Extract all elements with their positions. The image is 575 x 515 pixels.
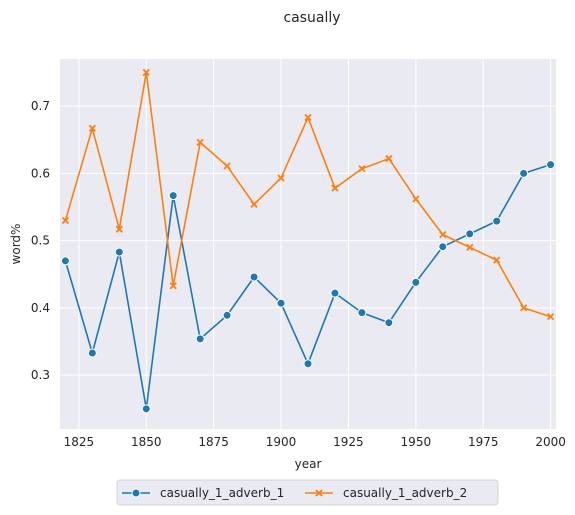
data-point — [493, 256, 501, 264]
legend: casually_1_adverb_1 casually_1_adverb_2 — [116, 479, 499, 506]
data-point — [519, 168, 529, 178]
x-axis-label: year — [295, 457, 322, 471]
y-tick-label: 0.6 — [31, 166, 50, 180]
legend-label: casually_1_adverb_1 — [160, 486, 284, 500]
y-axis-label: word% — [9, 224, 23, 265]
data-point — [439, 230, 447, 239]
data-point — [304, 113, 312, 122]
data-point — [411, 277, 421, 287]
data-point — [169, 282, 177, 290]
x-tick-label: 1850 — [131, 435, 162, 449]
data-point — [466, 243, 474, 252]
data-point — [358, 165, 366, 173]
data-point — [60, 256, 70, 266]
data-point — [61, 216, 70, 225]
x-tick-label: 1975 — [468, 435, 499, 449]
data-point — [546, 313, 555, 321]
data-point — [141, 404, 151, 414]
data-point — [277, 174, 285, 182]
x-tick-label: 1900 — [266, 435, 297, 449]
data-point — [249, 272, 259, 282]
data-point — [142, 68, 150, 77]
y-axis: 0.3 0.4 0.5 0.6 0.7 — [31, 99, 50, 382]
y-tick-label: 0.5 — [31, 234, 50, 248]
series-layer — [60, 68, 556, 414]
data-point — [168, 191, 178, 201]
data-point — [223, 162, 231, 170]
legend-label: casually_1_adverb_2 — [343, 486, 467, 500]
x-axis: 1825 1850 1875 1900 1925 1950 1975 2000 — [64, 435, 566, 449]
data-point — [546, 160, 556, 170]
data-point — [276, 298, 286, 308]
data-point — [357, 308, 367, 318]
x-tick-label: 1875 — [198, 435, 229, 449]
x-tick-label: 1825 — [64, 435, 95, 449]
x-tick-label: 2000 — [535, 435, 566, 449]
data-point — [114, 247, 124, 257]
data-point — [222, 310, 232, 320]
data-point — [196, 138, 204, 147]
data-point — [384, 318, 394, 328]
data-point — [412, 195, 420, 203]
data-point — [330, 288, 340, 298]
plot-area — [60, 59, 556, 429]
grid — [60, 59, 556, 429]
x-tick-label: 1925 — [333, 435, 364, 449]
data-point — [520, 304, 528, 312]
legend-marker — [315, 489, 323, 497]
data-point — [87, 348, 97, 358]
data-point — [303, 359, 313, 369]
data-point — [465, 229, 475, 239]
legend-marker — [131, 488, 141, 498]
x-tick-label: 1950 — [401, 435, 432, 449]
data-point — [385, 154, 393, 163]
data-point — [88, 124, 96, 132]
chart-title: casually — [283, 10, 340, 26]
y-tick-label: 0.4 — [31, 301, 50, 315]
y-tick-label: 0.3 — [31, 368, 50, 382]
data-point — [115, 225, 123, 233]
data-point — [250, 200, 258, 208]
data-point — [492, 216, 502, 226]
data-point — [438, 242, 448, 252]
data-point — [195, 334, 205, 344]
data-point — [331, 184, 339, 192]
y-tick-label: 0.7 — [31, 99, 50, 113]
